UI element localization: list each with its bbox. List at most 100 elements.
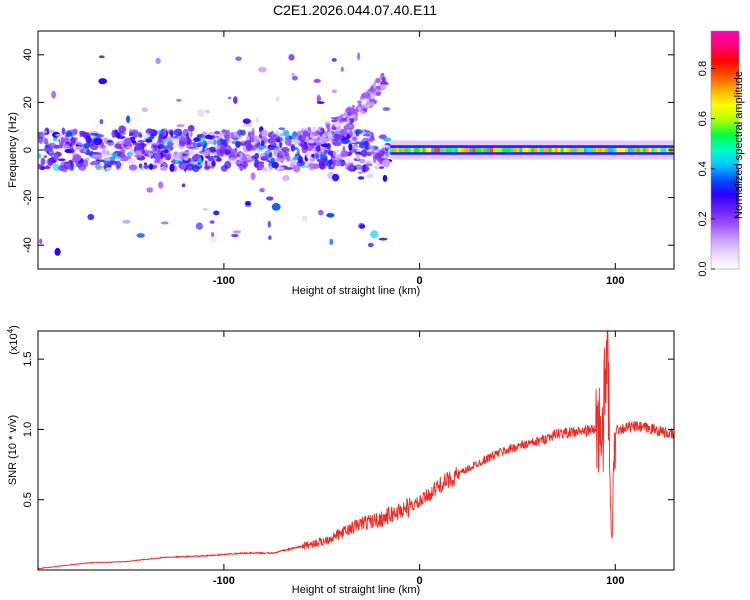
spectrogram-cell: [136, 146, 143, 151]
spectrogram-cell: [381, 76, 386, 82]
spectrogram-cell: [187, 124, 195, 132]
spectrogram-cell: [639, 147, 643, 153]
spectrogram-cell: [179, 165, 186, 171]
colorbar-tick-label: 0.0: [697, 261, 709, 276]
spectrogram-cell: [554, 147, 558, 153]
spectrogram-cell: [158, 181, 164, 189]
spectrogram-cell: [196, 144, 202, 148]
spectrogram-cell: [358, 102, 362, 107]
spectrogram-cell: [106, 139, 115, 146]
spectrogram-cell: [53, 153, 59, 161]
spectrogram-cell: [209, 220, 215, 224]
spectrogram-cell: [81, 573, 84, 580]
spectrogram-cell: [507, 147, 511, 153]
spectrogram-cell: [112, 156, 122, 160]
x-tick-label: -100: [213, 575, 235, 587]
spectrogram-cell: [51, 90, 56, 99]
spectrogram-cell: [233, 161, 242, 164]
spectrogram-cell: [490, 147, 494, 153]
spectrogram-cell: [54, 580, 62, 587]
spectrogram-cell: [74, 146, 83, 151]
snr-x-label: Height of straight line (km): [292, 584, 420, 596]
spectrogram-cell: [118, 125, 127, 134]
spectrogram-cell: [460, 147, 464, 153]
spectrogram-cell: [335, 140, 343, 146]
spectrogram-cell: [213, 155, 219, 158]
spectrogram-cell: [610, 147, 614, 153]
page-title: C2E1.2026.044.07.40.E11: [273, 2, 437, 18]
spectrogram-cell: [340, 66, 344, 72]
spectrogram-cell: [40, 157, 46, 166]
spectrogram-cell: [195, 222, 203, 230]
spectrogram-cell: [437, 147, 441, 153]
spectrogram-cell: [331, 130, 335, 136]
spectrogram-cell: [311, 126, 318, 132]
spectrogram-cell: [189, 131, 193, 137]
spectrogram-cell: [645, 147, 649, 153]
spectrogram-cell: [346, 117, 350, 125]
spectrogram-cell: [96, 134, 105, 138]
spectrogram-cell: [243, 123, 253, 127]
spectrogram-cell: [326, 213, 335, 218]
spectrogram-cell: [266, 159, 271, 163]
spectrogram-cell: [419, 147, 423, 153]
spectrogram-cell: [43, 155, 48, 158]
spectrogram-cell: [316, 101, 325, 104]
spectrogram-cell: [566, 147, 570, 153]
spectrogram-cell: [534, 147, 538, 153]
x-tick-label: 0: [417, 575, 423, 587]
spectrogram-cell: [161, 221, 169, 225]
spectrogram-cell: [204, 165, 211, 169]
spectrogram-cell: [484, 147, 488, 153]
spectrogram-cell: [213, 210, 220, 216]
spectrogram-cell: [331, 89, 337, 94]
spectrogram-cell: [510, 147, 514, 153]
spectrogram-cell: [504, 147, 508, 153]
spectrogram-cell: [301, 143, 309, 149]
spectrogram-cell: [434, 147, 438, 153]
spectrogram-cell: [276, 96, 280, 102]
spectrogram-cell: [80, 131, 89, 137]
spectrogram-cell: [478, 147, 482, 153]
spectrogram-cell: [59, 166, 66, 171]
spectrogram-cell: [244, 162, 249, 168]
spectrogram-cell: [301, 215, 308, 222]
spectrogram-cell: [197, 109, 205, 117]
spectrogram-cell: [45, 165, 50, 169]
snr-series-line: [38, 331, 674, 570]
spectrogram-cell: [375, 77, 381, 84]
colorbar-tick-label: 0.2: [697, 211, 709, 226]
spectrogram-cell: [466, 147, 470, 153]
colorbar-label: Normalized spectral amplitude: [733, 71, 745, 219]
spectrogram-cell: [113, 143, 123, 149]
spectrogram-cell: [212, 135, 220, 139]
spectrogram-cell: [171, 137, 179, 144]
spectrogram-cell: [369, 87, 376, 94]
spectrogram-cell: [501, 147, 505, 153]
spectrogram-cell: [328, 166, 335, 170]
spectrogram-cell: [246, 136, 250, 141]
spectrogram-cell: [291, 75, 298, 81]
spectrogram-cell: [245, 201, 251, 206]
spectrogram-cell: [264, 149, 273, 158]
spectrogram-cell: [651, 147, 655, 153]
spectrogram-cell: [278, 127, 285, 130]
spectrogram-cell: [83, 143, 90, 149]
spectrogram-cell: [134, 155, 142, 158]
spectrogram-cell: [380, 72, 385, 77]
spectrogram-cell: [93, 152, 103, 155]
spectrogram-cell: [352, 136, 358, 141]
spectrogram-cell: [256, 149, 261, 153]
spectrogram-cell: [404, 147, 408, 153]
spectrogram-cell: [569, 147, 573, 153]
spectrogram-cell: [367, 242, 374, 248]
spectrogram-cell: [81, 159, 89, 168]
spectrogram-cell: [329, 136, 335, 141]
spectrogram-cell: [370, 131, 374, 138]
spectrogram-cell: [297, 156, 304, 164]
spectrogram-cell: [348, 143, 353, 151]
spectrogram-cell: [451, 147, 455, 153]
spectrogram-cell: [209, 235, 218, 243]
spectrogram-cell: [379, 166, 384, 169]
spectrogram-cell: [575, 147, 579, 153]
